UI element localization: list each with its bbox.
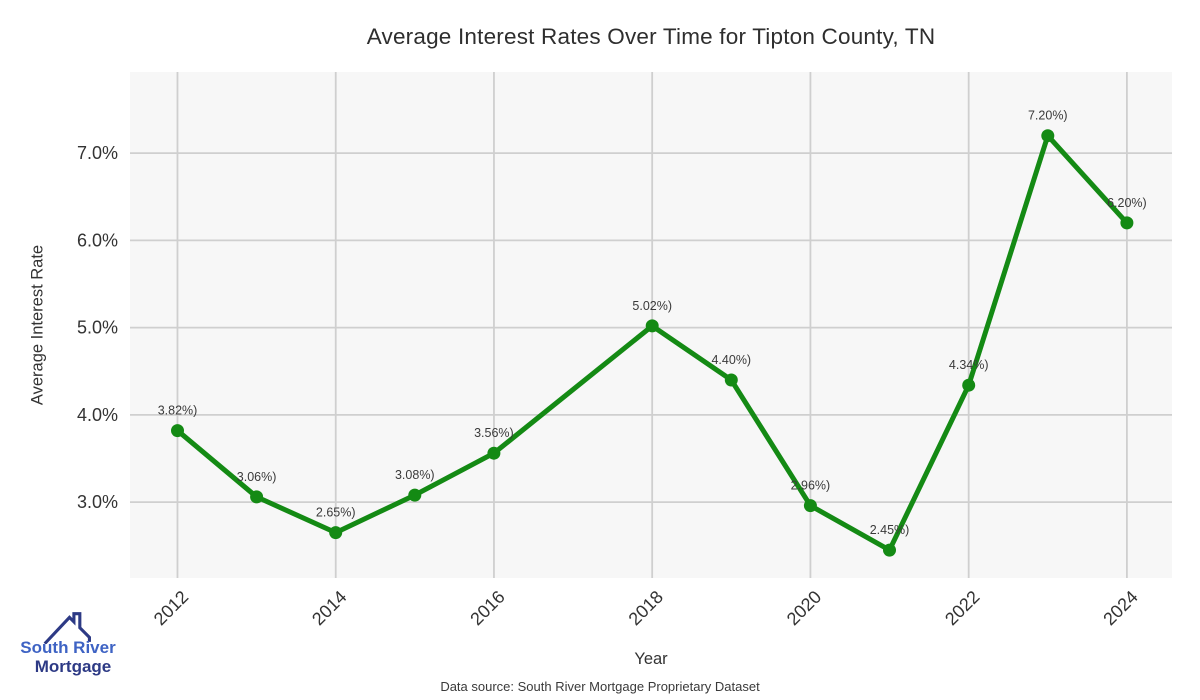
data-point-label: 4.34%) (949, 358, 989, 372)
south-river-mortgage-logo: South River Mortgage (18, 610, 118, 676)
data-point-label: 2.65%) (316, 506, 356, 520)
x-tick-label: 2022 (941, 587, 983, 629)
data-point-label: 2.96%) (791, 479, 831, 493)
data-point-marker (329, 526, 343, 540)
y-tick-label: 7.0% (77, 143, 118, 163)
data-point-marker (883, 543, 896, 557)
data-source-note: Data source: South River Mortgage Propri… (440, 679, 760, 694)
logo-line2: Mortgage (34, 657, 112, 676)
data-point-marker (250, 490, 264, 504)
y-tick-label: 4.0% (77, 405, 118, 425)
x-axis-title: Year (634, 650, 668, 668)
data-point-marker (171, 424, 184, 438)
data-point-label: 3.82%) (158, 404, 198, 418)
data-point-label: 5.02%) (632, 299, 672, 313)
x-tick-label: 2014 (308, 587, 350, 629)
x-tick-label: 2012 (150, 587, 192, 629)
x-tick-label: 2024 (1099, 587, 1141, 629)
y-axis-title: Average Interest Rate (28, 244, 47, 406)
data-point-marker (645, 319, 659, 333)
data-point-label: 3.56%) (474, 426, 514, 440)
x-tick-label: 2020 (783, 587, 825, 629)
data-point-marker (803, 499, 817, 513)
data-point-marker (1120, 216, 1134, 230)
data-point-marker (1041, 129, 1055, 143)
chart-title: Average Interest Rates Over Time for Tip… (366, 24, 936, 49)
x-tick-label: 2016 (466, 587, 508, 629)
data-point-label: 6.20%) (1107, 196, 1147, 210)
x-tick-label: 2018 (625, 587, 667, 629)
data-point-label: 3.06%) (237, 470, 277, 484)
house-roof-icon (43, 612, 91, 644)
data-point-marker (487, 446, 501, 460)
logo-line1: South River (20, 638, 116, 657)
data-point-label: 7.20%) (1028, 109, 1068, 123)
data-point-marker (962, 378, 976, 392)
y-tick-label: 5.0% (77, 318, 118, 338)
data-point-marker (724, 373, 738, 387)
data-point-label: 4.40%) (711, 353, 751, 367)
y-tick-label: 3.0% (77, 492, 118, 512)
y-tick-label: 6.0% (77, 230, 118, 250)
data-point-marker (408, 488, 422, 502)
series-line (175, 133, 1130, 553)
data-point-label: 3.08%) (395, 468, 435, 482)
data-point-label: 2.45%) (870, 523, 910, 537)
